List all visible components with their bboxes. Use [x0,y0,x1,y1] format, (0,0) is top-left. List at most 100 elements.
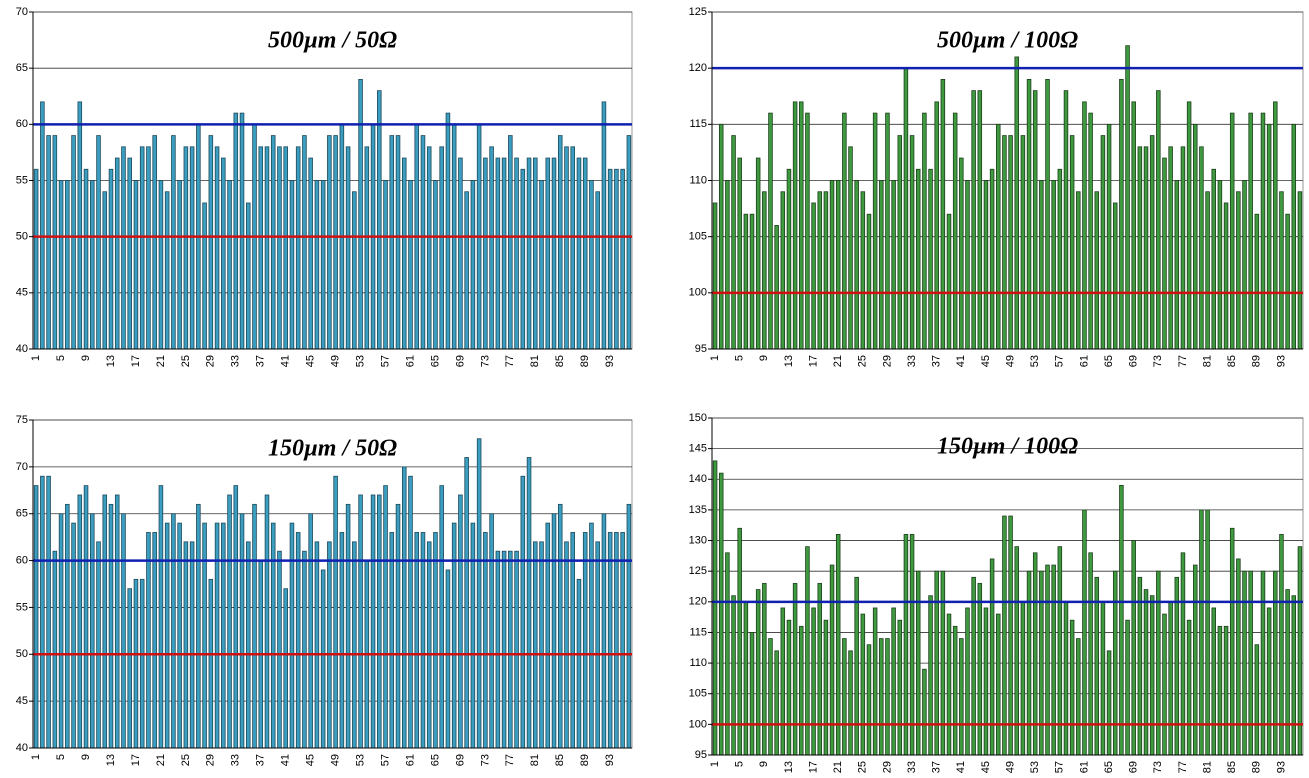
bar [718,472,724,756]
bar [158,485,164,749]
bar [139,578,145,749]
bar [903,534,909,756]
bar [965,607,970,756]
bar [879,638,884,756]
x-tick-label: 5 [734,761,746,767]
bar [426,146,432,350]
bar [823,191,829,350]
bar [345,146,351,350]
bar [589,522,594,749]
bar [1217,625,1223,756]
bar [314,180,320,350]
x-tick-label: 57 [1054,355,1066,367]
bar [289,522,295,749]
x-tick-label: 89 [1251,355,1263,367]
bar [965,180,970,350]
bar [426,541,432,749]
bar [83,485,89,749]
bar [817,191,822,350]
bar [164,522,170,749]
bar [1242,180,1247,350]
bar [1242,570,1247,756]
bar [915,168,921,350]
bar [1082,509,1087,756]
bar [712,202,718,350]
plot-area [711,417,1304,756]
bar [1211,168,1216,350]
bar [383,485,388,749]
chart-title: 150µm / 50Ω [268,436,397,462]
bar [922,668,927,756]
x-tick-label: 17 [807,355,819,367]
y-tick-label: 140 [689,473,707,485]
x-tick-label: 69 [1128,355,1140,367]
bar [108,503,114,749]
bar [77,494,83,749]
bar [395,503,401,749]
bar [270,522,276,749]
bar [774,225,779,350]
bar [774,650,779,756]
bar [495,550,501,749]
bar [114,157,120,350]
bar [65,180,70,350]
bar [977,90,983,350]
x-tick-label: 17 [130,754,142,766]
bar [345,503,351,749]
bar [570,146,575,350]
x-tick-label: 37 [931,355,943,367]
bar [545,157,551,350]
bar [83,168,89,350]
x-tick-label: 13 [783,761,795,773]
bar [514,550,519,749]
bar [33,485,39,749]
bar [208,578,214,749]
x-tick-label: 73 [479,355,491,367]
y-tick-label: 125 [689,565,707,577]
x-tick-label: 5 [734,355,746,361]
bar [33,168,39,350]
bar [564,146,569,350]
bar [208,135,214,350]
bar [245,541,251,749]
bar [829,180,835,350]
bar [1186,101,1192,350]
bar [358,494,363,749]
bar [891,180,896,350]
x-tick-label: 33 [906,761,918,773]
bar [601,513,607,749]
x-tick-label: 61 [404,754,416,766]
bar [903,67,909,350]
bar [1100,601,1106,756]
x-tick-label: 81 [1201,355,1213,367]
bar [1229,112,1235,350]
bar [1137,146,1143,350]
bar [1143,146,1149,350]
y-tick-label: 65 [16,508,28,520]
bar [171,513,176,749]
bar [922,112,927,350]
bar [582,157,588,350]
bar [1008,135,1013,350]
bar [96,541,101,749]
bar [866,213,872,350]
x-tick-label: 25 [857,761,869,773]
bar [1162,613,1167,756]
bar [314,541,320,749]
bar [489,513,494,749]
bar [414,532,420,749]
x-tick-label: 45 [305,754,317,766]
bar [1057,168,1063,350]
x-tick-label: 69 [1128,761,1140,773]
bar [146,146,151,350]
bar [227,180,232,350]
bar [725,180,730,350]
bar [1112,202,1118,350]
x-tick-label: 17 [130,355,142,367]
bar [848,650,853,756]
bar [885,638,890,756]
bar [1162,157,1167,350]
bar [1026,570,1032,756]
bar [909,534,915,756]
bar [860,191,866,350]
